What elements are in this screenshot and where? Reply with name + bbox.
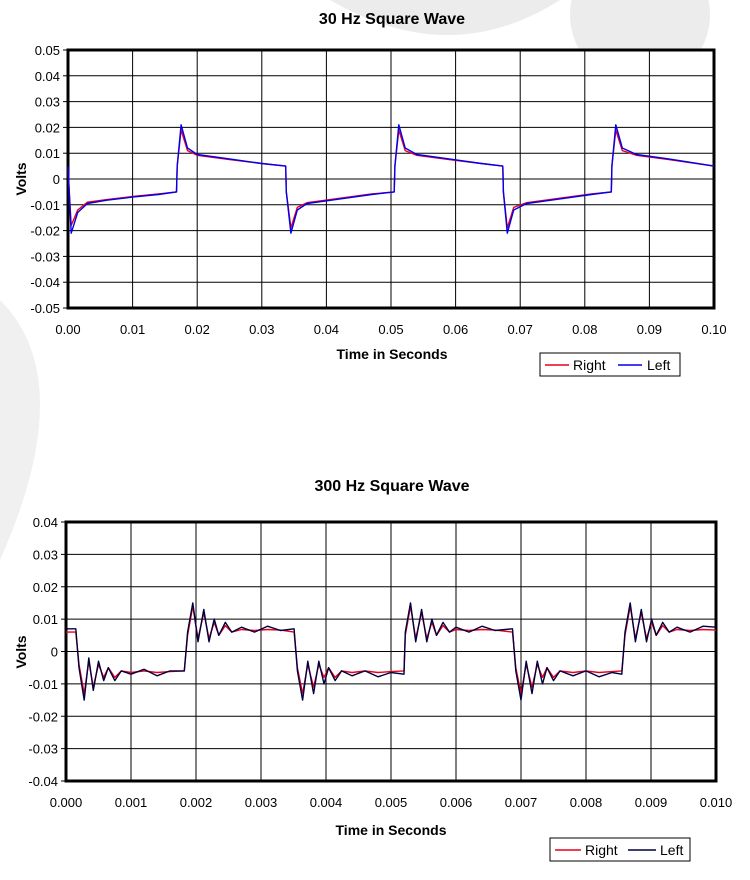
grid-lines [63, 49, 714, 309]
grid-lines [61, 521, 716, 782]
x-axis-label: Time in Seconds [337, 346, 448, 362]
y-tick-label: 0 [51, 645, 58, 660]
y-tick-label: -0.04 [28, 774, 58, 789]
y-tick-label: 0.02 [33, 580, 58, 595]
legend-box [539, 352, 681, 377]
y-tick-label: -0.02 [30, 224, 60, 239]
y-tick-label: 0.01 [35, 146, 60, 161]
chart-30hz: 30 Hz Square Wave 0.05 0.04 0.03 0.02 0.01 0 -… [13, 11, 727, 377]
x-axis-label: Time in Seconds [336, 822, 447, 838]
legend-label-left: Left [660, 842, 683, 858]
y-tick-label: -0.01 [28, 677, 58, 692]
x-tick-label: 0.007 [505, 795, 538, 810]
y-tick-label: 0.03 [35, 95, 60, 110]
y-tick-label: 0.05 [35, 43, 60, 58]
y-tick-labels: 0.05 0.04 0.03 0.02 0.01 0 -0.01 -0.02 -0.03 -0.0… [30, 43, 60, 316]
chart-title: 300 Hz Square Wave [314, 478, 469, 495]
y-tick-labels: 0.04 0.03 0.02 0.01 0 -0.01 -0.02 -0.03 -0.04 [28, 515, 58, 789]
y-tick-label: 0 [53, 172, 60, 187]
y-tick-label: 0.02 [35, 120, 60, 135]
x-tick-label: 0.06 [443, 322, 468, 337]
y-tick-label: 0.04 [35, 69, 60, 84]
x-tick-label: 0.002 [180, 795, 213, 810]
y-tick-label: 0.04 [33, 515, 58, 530]
x-tick-label: 0.00 [55, 322, 80, 337]
watermark-crescent-left [0, 300, 40, 560]
legend-box [549, 837, 691, 862]
x-tick-label: 0.000 [50, 795, 83, 810]
series-line-left [67, 124, 715, 234]
y-tick-label: -0.03 [30, 249, 60, 264]
series-line-left [66, 602, 717, 701]
x-tick-label: 0.08 [572, 322, 597, 337]
legend: Right Left [549, 837, 691, 862]
y-tick-label: -0.04 [30, 275, 60, 290]
x-tick-label: 0.07 [508, 322, 533, 337]
x-tick-label: 0.009 [635, 795, 668, 810]
x-tick-label: 0.05 [378, 322, 403, 337]
x-tick-label: 0.09 [637, 322, 662, 337]
y-tick-label: -0.03 [28, 742, 58, 757]
legend-label-right: Right [573, 357, 606, 373]
x-tick-label: 0.10 [701, 322, 726, 337]
x-tick-label: 0.003 [245, 795, 278, 810]
x-tick-label: 0.006 [440, 795, 473, 810]
legend: Right Left [539, 352, 681, 377]
x-tick-label: 0.03 [249, 322, 274, 337]
x-tick-label: 0.02 [185, 322, 210, 337]
x-tick-label: 0.004 [310, 795, 343, 810]
series-lines [67, 124, 715, 234]
x-tick-label: 0.010 [700, 795, 733, 810]
x-tick-label: 0.008 [570, 795, 603, 810]
chart-title: 30 Hz Square Wave [319, 11, 465, 28]
y-axis-label: Volts [13, 635, 29, 668]
y-tick-label: -0.02 [28, 709, 58, 724]
y-tick-label: 0.03 [33, 547, 58, 562]
x-tick-label: 0.005 [375, 795, 408, 810]
legend-label-right: Right [585, 842, 618, 858]
y-tick-label: -0.05 [30, 301, 60, 316]
y-tick-label: -0.01 [30, 198, 60, 213]
watermark-arc-top [330, 0, 560, 35]
x-tick-labels: 0.000 0.001 0.002 0.003 0.004 0.005 0.006 0.007… [50, 795, 733, 810]
chart-300hz: 300 Hz Square Wave 0.040.030.020.010-0.0… [13, 478, 733, 862]
legend-label-left: Left [647, 357, 670, 373]
y-tick-label: 0.01 [33, 612, 58, 627]
x-tick-label: 0.001 [115, 795, 148, 810]
x-tick-label: 0.04 [314, 322, 339, 337]
y-axis-label: Volts [13, 162, 29, 195]
x-tick-labels: 0.00 0.01 0.02 0.03 0.04 0.05 0.06 0.07 0.08 0.09… [55, 322, 726, 337]
x-tick-label: 0.01 [120, 322, 145, 337]
series-lines [66, 602, 717, 701]
